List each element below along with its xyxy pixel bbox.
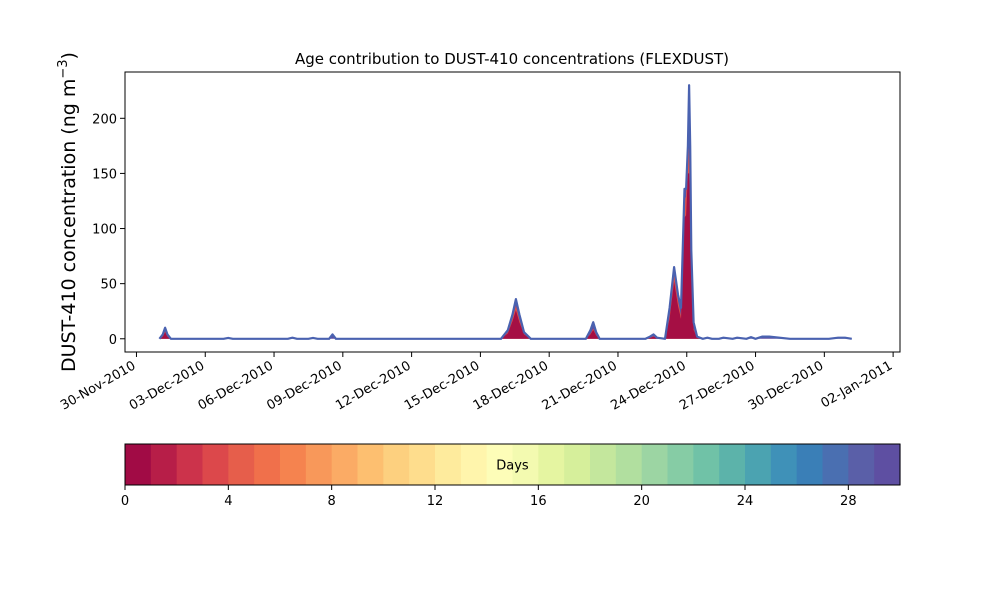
y-axis-label-close: ) [58,52,80,59]
colorbar-tick-label: 12 [427,494,444,509]
x-tick-label: 02-Jan-2011 [819,358,896,411]
colorbar-bin [305,444,333,485]
colorbar-bin [176,444,204,485]
x-tick-label: 27-Dec-2010 [677,358,757,413]
y-axis-label-main: DUST-410 concentration (ng m [58,79,80,372]
colorbar-bin [357,444,384,485]
colorbar-tick-label: 0 [121,494,129,509]
colorbar-label: Days [496,459,529,474]
colorbar-bin [641,444,669,485]
colorbar-tick-label: 8 [328,494,336,509]
y-tick-label: 200 [92,112,117,127]
y-axis: 0 50 100 150 200 [92,112,125,348]
x-tick-label: 15-Dec-2010 [402,358,482,413]
plot-frame [124,71,901,353]
colorbar-bin [564,444,591,485]
colorbar-bin [150,444,178,485]
colorbar-bin [693,444,720,485]
colorbar-bin [796,444,824,485]
colorbar-bin [254,444,281,485]
colorbar-bin [383,444,410,485]
y-tick-label: 0 [109,333,117,348]
x-tick-label: 12-Dec-2010 [333,358,413,413]
colorbar-bin [590,444,617,485]
colorbar-bin [848,444,875,485]
colorbar-bin [538,444,565,485]
x-tick-label: 09-Dec-2010 [264,358,344,413]
colorbar-bin [512,444,539,485]
y-axis-label-sup: −3 [56,59,71,78]
colorbar-tick-label: 28 [840,494,857,509]
colorbar-bin [667,444,694,485]
plot-area [124,71,901,353]
chart-title: Age contribution to DUST-410 concentrati… [295,50,729,68]
colorbar-bin [409,444,436,485]
colorbar-bin [486,444,514,485]
colorbar-bin [228,444,255,485]
colorbar-bin [331,444,359,485]
colorbar-bin [460,444,488,485]
colorbar-tick-label: 4 [224,494,232,509]
colorbar-tick-label: 24 [737,494,754,509]
colorbar-bin [280,444,307,485]
colorbar-frame [124,443,901,486]
x-tick-label: 21-Dec-2010 [540,358,620,413]
colorbar-bin [202,444,229,485]
colorbar-bin [615,444,643,485]
colorbar-bin [745,444,772,485]
y-tick-label: 100 [92,223,117,238]
colorbar-bin [874,444,901,485]
x-tick-label: 24-Dec-2010 [608,358,688,413]
x-tick-label: 03-Dec-2010 [127,358,207,413]
plot-background [125,72,900,352]
colorbar-bin [435,444,462,485]
colorbar-bin [125,444,152,485]
colorbar-bin [719,444,746,485]
x-axis: 30-Nov-201003-Dec-201006-Dec-201009-Dec-… [58,352,895,414]
series-total-line [158,84,852,340]
x-tick-label: 06-Dec-2010 [196,358,276,413]
colorbar-tick-label: 20 [633,494,650,509]
colorbar: Days 0 4 8 12 16 20 24 28 [121,443,901,509]
y-tick-label: 50 [100,278,117,293]
y-axis-label: DUST-410 concentration (ng m−3) [56,52,80,372]
colorbar-tick-label: 16 [530,494,547,509]
x-tick-label: 18-Dec-2010 [471,358,551,413]
colorbar-bin [770,444,798,485]
colorbar-bin [822,444,849,485]
x-tick-label: 30-Dec-2010 [746,358,826,413]
y-tick-label: 150 [92,167,117,182]
